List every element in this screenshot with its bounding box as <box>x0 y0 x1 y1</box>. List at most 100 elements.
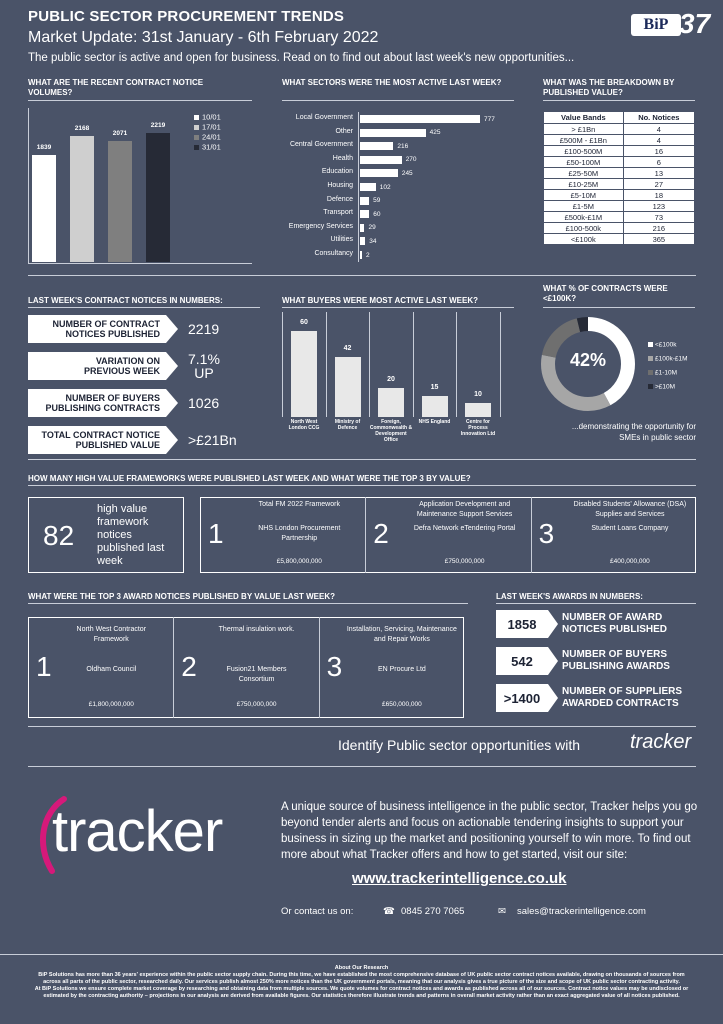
legend-label: £100k-£1M <box>655 355 688 363</box>
label-line: TOTAL CONTRACT NOTICE <box>41 430 161 440</box>
value-line: 7.1% <box>188 351 220 367</box>
table-cell: 27 <box>622 178 696 190</box>
item-buyer: Oldham Council <box>51 665 171 675</box>
volume-bar <box>32 154 56 262</box>
sector-label: Local Government <box>295 114 353 121</box>
award-number-value: >1400 <box>496 684 548 712</box>
tracker-swoosh-icon <box>39 796 67 874</box>
identify-text: Identify Public sector opportunities wit… <box>338 737 581 753</box>
sector-label: Utilities <box>330 236 353 244</box>
table-row: <£100k 365 <box>543 233 696 245</box>
section-heading-contract-volumes: WHAT ARE THE RECENT CONTRACT NOTICE VOLU… <box>28 78 204 97</box>
caption-line: SMEs in public sector <box>619 433 696 442</box>
table-cell: 73 <box>622 211 696 223</box>
table-cell: 16 <box>622 145 696 157</box>
about-line: across all parts of the public sector, r… <box>43 979 680 985</box>
sector-bar <box>360 210 370 219</box>
buyer-line: Fusion21 Members <box>226 666 287 673</box>
table-cell: <£100k <box>543 233 624 245</box>
rank-number: 1 <box>208 518 224 549</box>
value-line: 2219 <box>188 321 220 337</box>
buyer-bar-value: 60 <box>300 319 308 326</box>
legend-swatch-icon <box>648 356 653 362</box>
tracker-small-logo: tracker <box>630 731 692 753</box>
item-title: Total FM 2022 Framework <box>235 500 363 510</box>
table-cell: £100-500k <box>543 222 624 234</box>
top-item: North West Contractor Framework Oldham Cou… <box>51 617 171 718</box>
table-cell: £25-50M <box>543 167 624 179</box>
top-frameworks-box <box>200 497 696 573</box>
label-text: NUMBER OF BUYERS PUBLISHING CONTRACTS <box>46 393 161 413</box>
buyer-bar <box>421 395 448 417</box>
buyer-line: Defra Network eTendering Portal <box>413 525 516 532</box>
bip-37-mark: 37 <box>679 8 711 39</box>
table-row: £500k-£1M 73 <box>543 211 696 223</box>
volume-chart: 1839 2168 2071 2219 <box>28 108 188 262</box>
sector-value: 29 <box>368 224 376 232</box>
buyer-line: Oldham Council <box>86 666 137 673</box>
volume-bar <box>108 141 132 262</box>
table-row: £100-500M 16 <box>543 145 696 157</box>
sectors-axis <box>358 112 359 262</box>
item-buyer: Student Loans Company <box>566 524 694 534</box>
donut-legend-item: £100k-£1M <box>648 354 688 363</box>
sector-value: 245 <box>401 169 413 177</box>
legend-label: <£100k <box>655 341 677 349</box>
phone-number[interactable]: 0845 270 7065 <box>401 906 465 917</box>
label-line: week <box>97 555 123 567</box>
buyer-label: North West London CCG <box>288 419 320 431</box>
item-value: £1,800,000,000 <box>88 701 134 708</box>
label-text: VARIATION ON PREVIOUS WEEK <box>84 356 160 376</box>
sector-bar <box>360 128 426 137</box>
volume-bar <box>146 132 170 262</box>
divider <box>28 100 252 101</box>
bip-logo-text: BiP <box>631 14 681 36</box>
divider <box>173 617 175 718</box>
award-number-row: 1858 NUMBER OF AWARD NOTICES PUBLISHED <box>496 608 696 640</box>
item-title: North West Contractor Framework <box>51 625 171 645</box>
contact-label: Or contact us on: <box>281 906 354 917</box>
item-value: £650,000,000 <box>382 701 422 708</box>
under100k-caption: ...demonstrating the opportunity for SME… <box>550 421 696 443</box>
rank-number: 3 <box>326 650 343 682</box>
label-line: framework <box>97 516 149 528</box>
contract-number-label: TOTAL CONTRACT NOTICE PUBLISHED VALUE <box>28 426 166 454</box>
title-line: Application Development and <box>419 501 511 508</box>
item-value: £400,000,000 <box>610 558 650 565</box>
chart-frame-bottom <box>28 263 252 264</box>
arrow-icon <box>548 684 558 712</box>
divider <box>28 275 696 276</box>
sector-bar <box>360 115 480 123</box>
value-line: >£21Bn <box>188 432 237 448</box>
contract-number-label: NUMBER OF BUYERS PUBLISHING CONTRACTS <box>28 389 166 417</box>
volume-bar-value: 2219 <box>150 121 166 129</box>
section-heading-frameworks: HOW MANY HIGH VALUE FRAMEWORKS WERE PUBL… <box>28 474 471 483</box>
table-row: > £1Bn 4 <box>543 123 696 135</box>
legend-label: 17/01 <box>202 122 221 132</box>
section-heading-awards-numbers: LAST WEEK'S AWARDS IN NUMBERS: <box>496 592 643 601</box>
divider <box>28 459 696 460</box>
tracker-url-link[interactable]: www.trackerintelligence.co.uk <box>352 870 567 887</box>
title-line: Maintenance Support Services <box>416 511 513 518</box>
top-item: Thermal insulation work. Fusion21 Members… <box>197 617 317 718</box>
section-heading-numbers: LAST WEEK'S CONTRACT NOTICES IN NUMBERS: <box>28 296 223 305</box>
legend-item: 24/01 <box>194 132 221 142</box>
grid-line <box>456 312 457 417</box>
label-line: PUBLISHED VALUE <box>75 440 160 450</box>
section-heading-sectors: WHAT SECTORS WERE THE MOST ACTIVE LAST W… <box>282 78 502 87</box>
arrow-icon <box>166 352 178 380</box>
caption-line: ...demonstrating the opportunity for <box>571 422 696 431</box>
buyer-label: NHS England <box>418 419 451 425</box>
legend-label: 24/01 <box>202 132 221 142</box>
table-header: No. Notices <box>622 111 696 124</box>
email-address[interactable]: sales@trackerintelligence.com <box>517 906 646 917</box>
label-line: NUMBER OF AWARD <box>562 612 663 623</box>
legend-swatch-icon <box>648 342 653 348</box>
top-item: Total FM 2022 Framework NHS London Procur… <box>235 497 363 573</box>
value-line: UP <box>194 365 214 381</box>
label-line: notices <box>97 529 132 541</box>
divider <box>0 954 723 955</box>
table-cell: 6 <box>622 156 696 168</box>
section-heading-awards-top3: WHAT WERE THE TOP 3 AWARD NOTICES PUBLIS… <box>28 592 335 601</box>
table-cell: 18 <box>622 189 696 201</box>
